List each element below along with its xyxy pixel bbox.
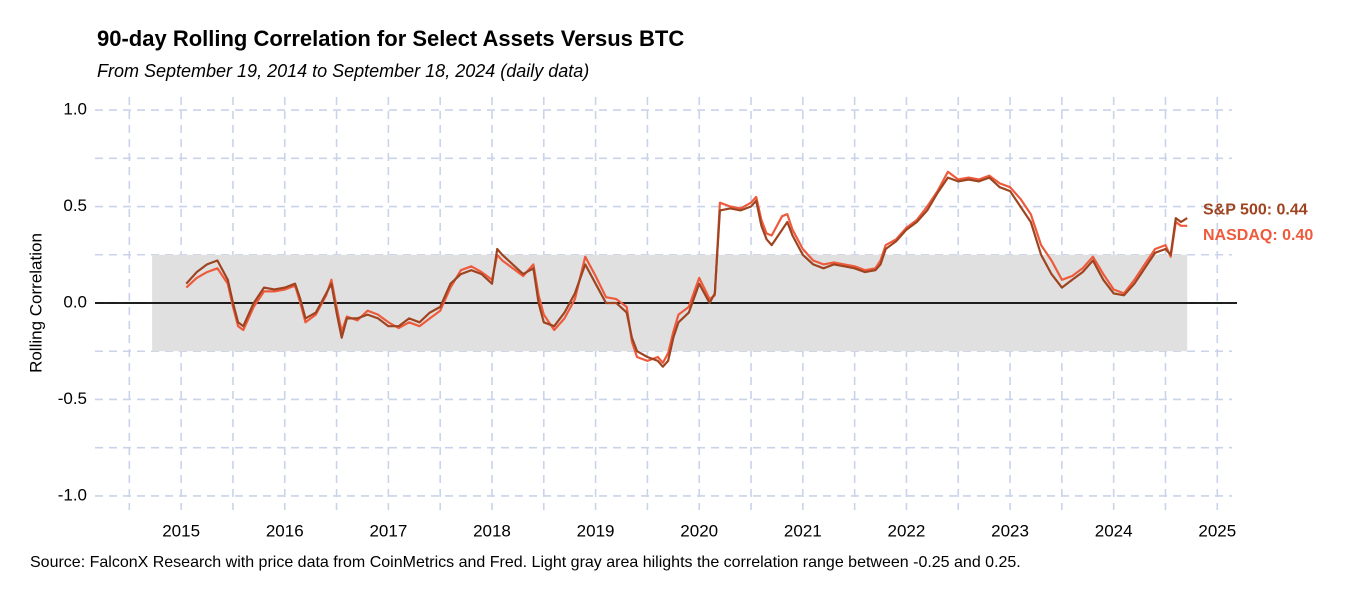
x-tick-label: 2019	[577, 521, 615, 540]
chart-subtitle: From September 19, 2014 to September 18,…	[97, 61, 589, 81]
y-axis-label: Rolling Correlation	[26, 233, 45, 373]
y-tick-label: 1.0	[63, 100, 87, 119]
x-tick-label: 2023	[991, 521, 1029, 540]
chart-title: 90-day Rolling Correlation for Select As…	[97, 26, 684, 51]
x-tick-label: 2025	[1198, 521, 1236, 540]
x-tick-label: 2021	[784, 521, 822, 540]
source-note: Source: FalconX Research with price data…	[30, 554, 1021, 571]
x-tick-label: 2015	[162, 521, 200, 540]
x-tick-label: 2020	[680, 521, 718, 540]
series-line	[185, 176, 1188, 368]
y-tick-label: -0.5	[58, 389, 87, 408]
series-line	[185, 170, 1188, 364]
x-tick-label: 2017	[369, 521, 407, 540]
end-label: NASDAQ: 0.40	[1203, 227, 1313, 244]
y-tick-label: 0.0	[63, 292, 87, 311]
x-tick-label: 2024	[1095, 521, 1133, 540]
y-tick-label: 0.5	[63, 196, 87, 215]
y-tick-label: -1.0	[58, 485, 87, 504]
x-tick-label: 2018	[473, 521, 511, 540]
x-tick-label: 2016	[266, 521, 304, 540]
x-tick-label: 2022	[888, 521, 926, 540]
end-label: S&P 500: 0.44	[1203, 201, 1308, 218]
